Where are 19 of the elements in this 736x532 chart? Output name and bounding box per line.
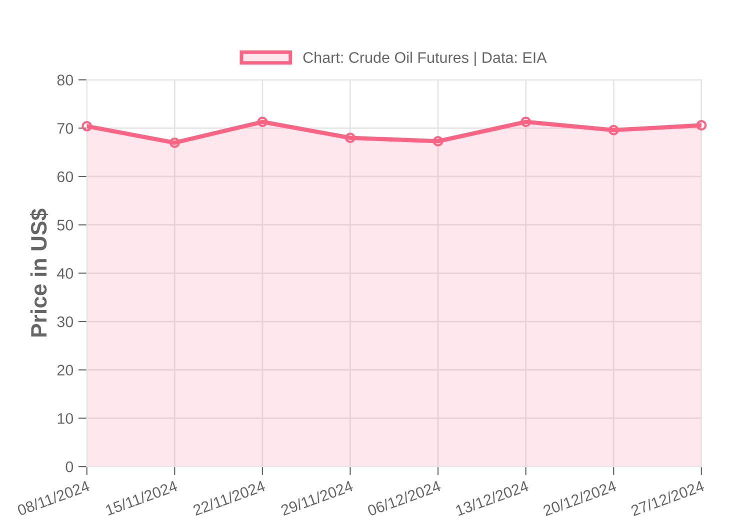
y-tick-label: 70 <box>57 123 74 134</box>
point <box>696 120 707 130</box>
point <box>257 116 268 128</box>
legend-label: Chart: Crude Oil Futures | Data: EIA <box>303 52 547 66</box>
y-axis-title: Price in US$ <box>30 208 48 337</box>
y-tick-label: 20 <box>57 364 74 376</box>
y-tick-label: 10 <box>58 413 74 424</box>
y-tick-label: 50 <box>57 220 74 231</box>
y-tick-label: 40 <box>57 268 74 279</box>
y-tick-label: 80 <box>57 74 74 86</box>
point <box>345 132 356 144</box>
point <box>82 121 92 132</box>
point <box>520 116 532 128</box>
y-tick-label: 60 <box>57 171 74 182</box>
point <box>608 124 619 136</box>
point <box>169 137 180 148</box>
y-tick-label: 30 <box>57 316 74 328</box>
point <box>432 136 444 146</box>
y-tick-label: 0 <box>66 461 74 472</box>
